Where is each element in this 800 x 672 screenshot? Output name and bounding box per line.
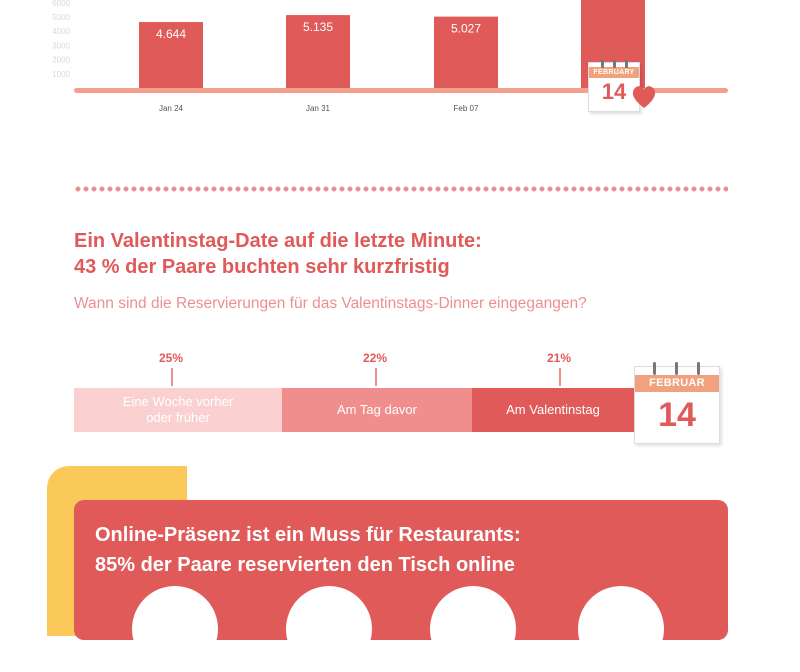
calendar-icon-large: FEBRUAR 14 <box>634 362 720 444</box>
stat-circle <box>132 586 218 672</box>
online-title-line-2: 85% der Paare reservierten den Tisch onl… <box>95 554 515 576</box>
bar-value-label: 5.027 <box>451 22 481 36</box>
section-headline: Ein Valentinstag-Date auf die letzte Min… <box>74 228 754 280</box>
stat-circle <box>430 586 516 672</box>
x-tick-label: Jan 31 <box>306 104 331 113</box>
calendar-day: 14 <box>601 79 627 104</box>
y-tick-label: 4000 <box>52 27 70 36</box>
calendar-large-day: 14 <box>658 396 696 434</box>
reservations-bar-chart: 1000 2000 3000 4000 5000 6000 4.644 Jan 24 5.135… <box>52 0 728 113</box>
calendar-large-month: FEBRUAR <box>635 375 719 392</box>
online-presence-title: Online-Präsenz ist ein Muss für Restaura… <box>95 520 735 580</box>
heart-divider <box>74 185 728 193</box>
section-question: Wann sind die Reservierungen für das Val… <box>74 295 587 312</box>
pct-tick-valentines-day <box>559 368 561 386</box>
chart-baseline <box>74 88 728 93</box>
pct-label-day-before: 22% <box>362 351 388 365</box>
bar <box>434 16 498 88</box>
bar-value-label: 4.644 <box>156 27 186 41</box>
stat-circle <box>286 586 372 672</box>
stat-circle <box>578 586 664 672</box>
y-tick-label: 6000 <box>52 0 70 8</box>
x-tick-label: Jan 24 <box>159 104 184 113</box>
bar-value-label: 5.135 <box>303 20 333 34</box>
headline-line-1: Ein Valentinstag-Date auf die letzte Min… <box>74 230 482 252</box>
y-tick-label: 1000 <box>52 70 70 79</box>
pct-label-week-before: 25% <box>158 351 184 365</box>
pct-tick-day-before <box>375 368 377 386</box>
segment-week-before-label-1: Eine Woche vorher <box>122 394 234 409</box>
segment-week-before-label-2: oder früher <box>146 410 210 425</box>
headline-line-2: 43 % der Paare buchten sehr kurzfristig <box>74 256 450 278</box>
segment-day-before: Am Tag davor <box>282 388 472 432</box>
online-title-line-1: Online-Präsenz ist ein Muss für Restaura… <box>95 524 521 546</box>
pct-tick-week-before <box>171 368 173 386</box>
bar <box>286 15 350 88</box>
x-tick-label: Feb 07 <box>454 104 479 113</box>
heart-icon <box>632 86 656 108</box>
segment-valentines-day: Am Valentinstag <box>472 388 634 432</box>
y-tick-label: 5000 <box>52 13 70 22</box>
segment-valentines-day-label: Am Valentinstag <box>506 402 600 417</box>
pct-label-valentines-day: 21% <box>546 351 572 365</box>
y-tick-label: 3000 <box>52 41 70 50</box>
calendar-icon-small: FEBRUARY 14 <box>588 59 640 112</box>
segment-week-before: Eine Woche vorher oder früher <box>74 388 282 432</box>
segment-day-before-label: Am Tag davor <box>337 402 417 417</box>
calendar-month: FEBRUARY <box>589 67 639 78</box>
bar <box>139 22 203 89</box>
y-tick-label: 2000 <box>52 56 70 65</box>
